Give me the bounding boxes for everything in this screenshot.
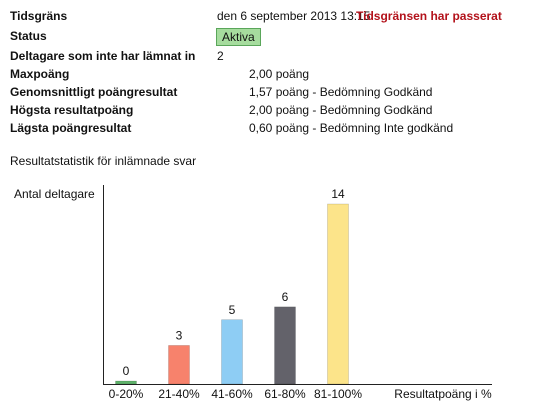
row-value: den 6 september 2013 13:15 [217, 9, 371, 23]
x-tick-label: 61-80% [264, 387, 306, 401]
x-tick-label: 81-100% [314, 387, 362, 401]
bar [221, 319, 243, 385]
y-axis-label: Antal deltagare [14, 187, 95, 201]
x-tick-label: 21-40% [158, 387, 200, 401]
x-axis-label: Resultatpoäng i % [394, 387, 492, 401]
row-label: Deltagare som inte har lämnat in [10, 49, 196, 63]
data-label: 0 [123, 364, 130, 378]
data-label: 14 [331, 187, 345, 201]
row-label: Lägsta poängresultat [10, 121, 132, 135]
bar [327, 203, 349, 385]
row-label: Högsta resultatpoäng [10, 103, 134, 117]
x-tick-label: 0-20% [109, 387, 144, 401]
row-label: Genomsnittligt poängresultat [10, 85, 178, 99]
row-value: 2,00 poäng - Bedömning Godkänd [249, 103, 433, 117]
row-value: 2 [217, 49, 224, 63]
x-tick-label: 41-60% [211, 387, 253, 401]
row-value: 2,00 poäng [249, 67, 310, 81]
data-label: 6 [282, 290, 289, 304]
deadline-note: Tidsgränsen har passerat [356, 9, 502, 23]
bar [274, 306, 296, 385]
row-value: 0,60 poäng - Bedömning Inte godkänd [249, 121, 454, 135]
row-label: Maxpoäng [10, 67, 70, 81]
row-value: 1,57 poäng - Bedömning Godkänd [249, 85, 433, 99]
bar [115, 380, 137, 385]
data-label: 5 [229, 303, 236, 317]
data-label: 3 [176, 329, 183, 343]
row-label: Status [10, 29, 47, 43]
row-label: Tidsgräns [10, 9, 68, 23]
bar [168, 345, 190, 385]
chart-caption: Resultatstatistik för inlämnade svar [10, 154, 197, 168]
status-badge: Aktiva [216, 28, 261, 46]
